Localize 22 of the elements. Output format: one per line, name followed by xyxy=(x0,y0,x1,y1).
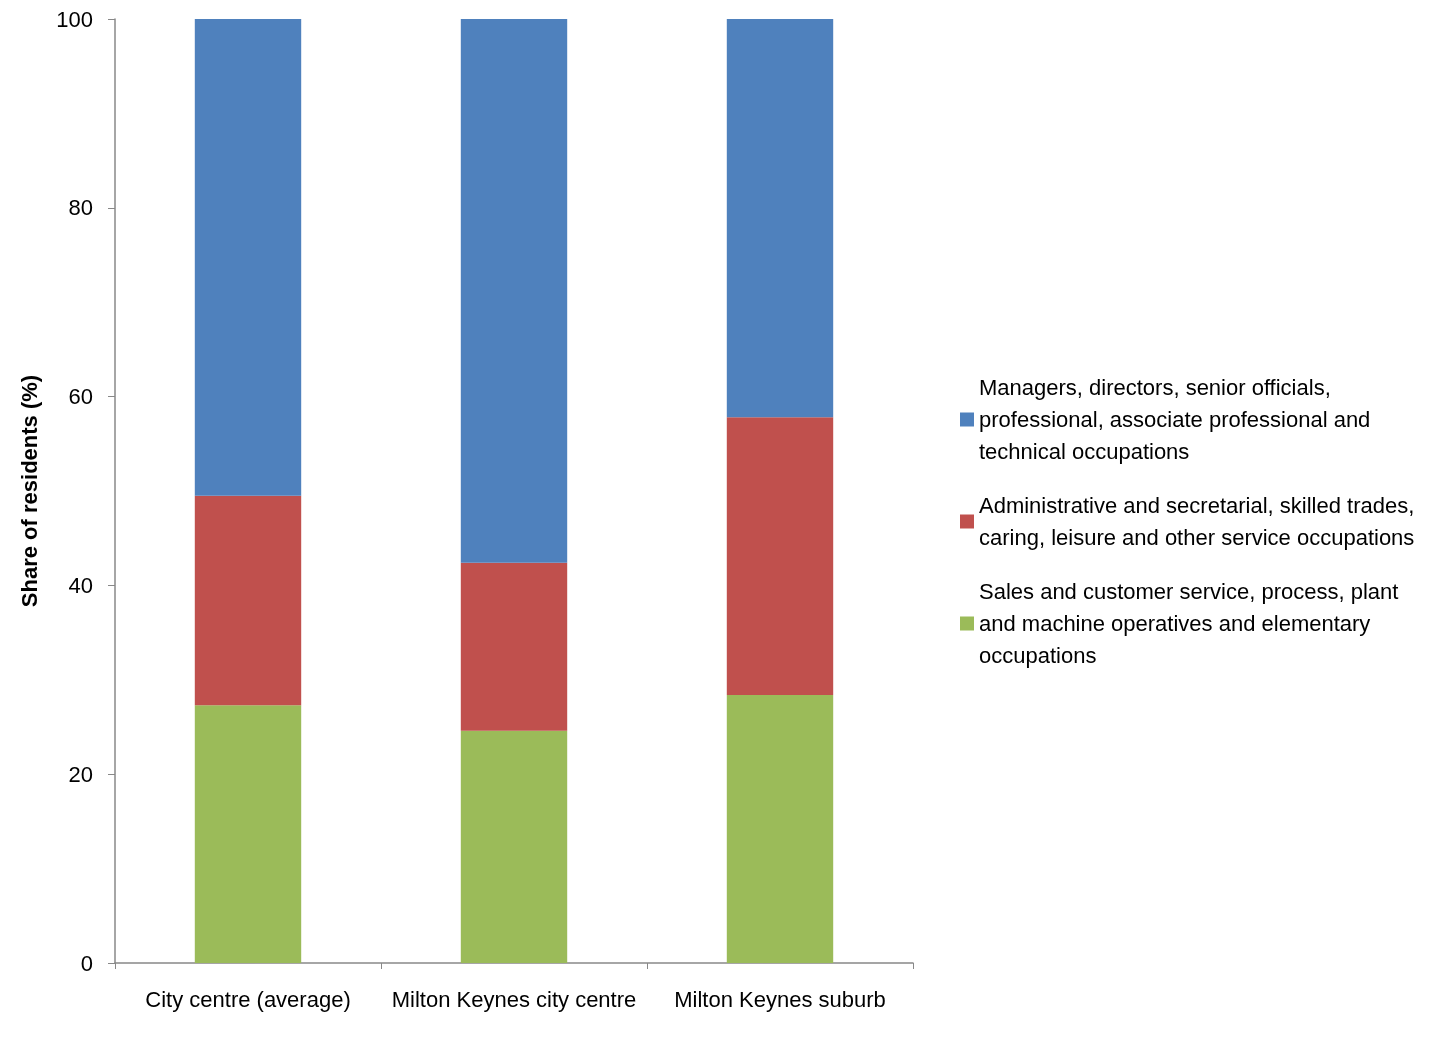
bar xyxy=(194,705,302,963)
bar xyxy=(460,730,568,963)
y-tick-label: 0 xyxy=(80,950,93,976)
y-tick-label: 100 xyxy=(56,6,93,32)
y-tick-label: 40 xyxy=(68,572,93,598)
y-tick-label: 20 xyxy=(68,761,93,787)
bar xyxy=(460,562,568,731)
legend-label: Administrative and secretarial, skilled trades, caring, leisure and other service occupations xyxy=(979,493,1421,550)
y-axis-title: Share of residents (%) xyxy=(16,374,42,608)
x-tick-label: Milton Keynes city centre xyxy=(391,986,637,1012)
bar xyxy=(726,417,834,695)
legend-label: Managers, directors, senior officials, professional, associate professional and technical occupations xyxy=(979,375,1377,464)
bar xyxy=(726,19,834,418)
x-tick-label: Milton Keynes suburb xyxy=(674,986,886,1012)
y-tick-label: 80 xyxy=(68,195,93,221)
x-tick-label: City centre (average) xyxy=(145,986,351,1012)
bar xyxy=(726,694,834,963)
bar xyxy=(194,495,302,706)
bar xyxy=(460,19,568,563)
y-tick-label: 60 xyxy=(68,384,93,410)
bar xyxy=(194,19,302,496)
legend-label: Sales and customer service, process, plant and machine operatives and elementary occupations xyxy=(979,579,1405,668)
